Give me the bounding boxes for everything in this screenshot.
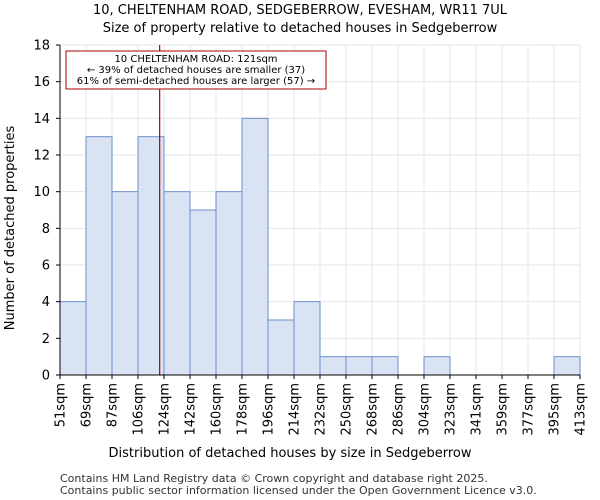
histogram-bar [59, 301, 87, 376]
histogram-bar [241, 117, 269, 376]
x-tick-label: 250sqm [340, 383, 355, 436]
y-tick-label: 6 [42, 259, 50, 274]
y-tick-labels: 0 2 4 6 8 10 12 14 16 18 [33, 39, 60, 384]
annotation-box: 10 CHELTENHAM ROAD: 121sqm ← 39% of deta… [65, 50, 327, 90]
chart-subtitle: Size of property relative to detached ho… [103, 21, 498, 36]
y-tick-label: 8 [42, 222, 50, 237]
x-tick-label: 304sqm [418, 383, 433, 436]
x-tick-label: 51sqm [54, 383, 69, 427]
y-tick-label: 4 [42, 295, 50, 310]
x-tick-label: 359sqm [496, 383, 511, 436]
histogram-bar [189, 209, 217, 376]
x-tick-label: 160sqm [210, 383, 225, 436]
x-tick-label: 196sqm [262, 383, 277, 436]
histogram-bar [423, 356, 451, 376]
x-tick-label: 214sqm [288, 383, 303, 436]
x-axis-label: Distribution of detached houses by size … [109, 446, 472, 461]
y-tick-label: 18 [33, 39, 50, 54]
footer-line-2: Contains public sector information licen… [60, 484, 537, 497]
histogram-bar [345, 356, 373, 376]
histogram-bar [293, 301, 321, 376]
x-tick-label: 69sqm [80, 383, 95, 427]
y-axis-label: Number of detached properties [3, 126, 18, 331]
y-tick-label: 10 [33, 185, 50, 200]
annotation-frame [65, 50, 327, 90]
x-tick-label: 142sqm [184, 383, 199, 436]
y-tick-label: 2 [42, 332, 50, 347]
x-tick-label: 413sqm [574, 383, 589, 436]
chart-title: 10, CHELTENHAM ROAD, SEDGEBERROW, EVESHA… [93, 3, 508, 18]
histogram-bar [553, 356, 581, 376]
x-tick-labels: 51sqm 69sqm 87sqm 106sqm 124sqm 142sqm 160sqm 1… [54, 375, 589, 436]
annotation-line-3: 61% of semi-detached houses are larger (… [77, 76, 315, 87]
y-tick-label: 14 [33, 112, 50, 127]
histogram-bar [371, 356, 399, 376]
histogram-bar [163, 191, 191, 376]
y-tick-label: 0 [42, 369, 50, 384]
histogram-bar [215, 191, 243, 376]
x-tick-label: 286sqm [392, 383, 407, 436]
x-tick-label: 395sqm [548, 383, 563, 436]
x-tick-label: 124sqm [158, 383, 173, 436]
x-tick-label: 87sqm [106, 383, 121, 427]
x-tick-label: 232sqm [314, 383, 329, 436]
x-tick-label: 106sqm [132, 383, 147, 436]
x-tick-label: 268sqm [366, 383, 381, 436]
y-tick-label: 16 [33, 75, 50, 90]
x-tick-label: 377sqm [522, 383, 537, 436]
footer-line-1: Contains HM Land Registry data © Crown c… [60, 472, 488, 485]
histogram-bar [319, 356, 347, 376]
histogram-bar [267, 319, 295, 376]
histogram-bar [85, 136, 113, 376]
y-tick-label: 12 [33, 149, 50, 164]
x-tick-label: 178sqm [236, 383, 251, 436]
annotation-line-1: 10 CHELTENHAM ROAD: 121sqm [114, 54, 277, 65]
x-tick-label: 341sqm [470, 383, 485, 436]
histogram-bar [111, 191, 139, 376]
x-tick-label: 323sqm [444, 383, 459, 436]
annotation-line-2: ← 39% of detached houses are smaller (37… [87, 65, 305, 76]
